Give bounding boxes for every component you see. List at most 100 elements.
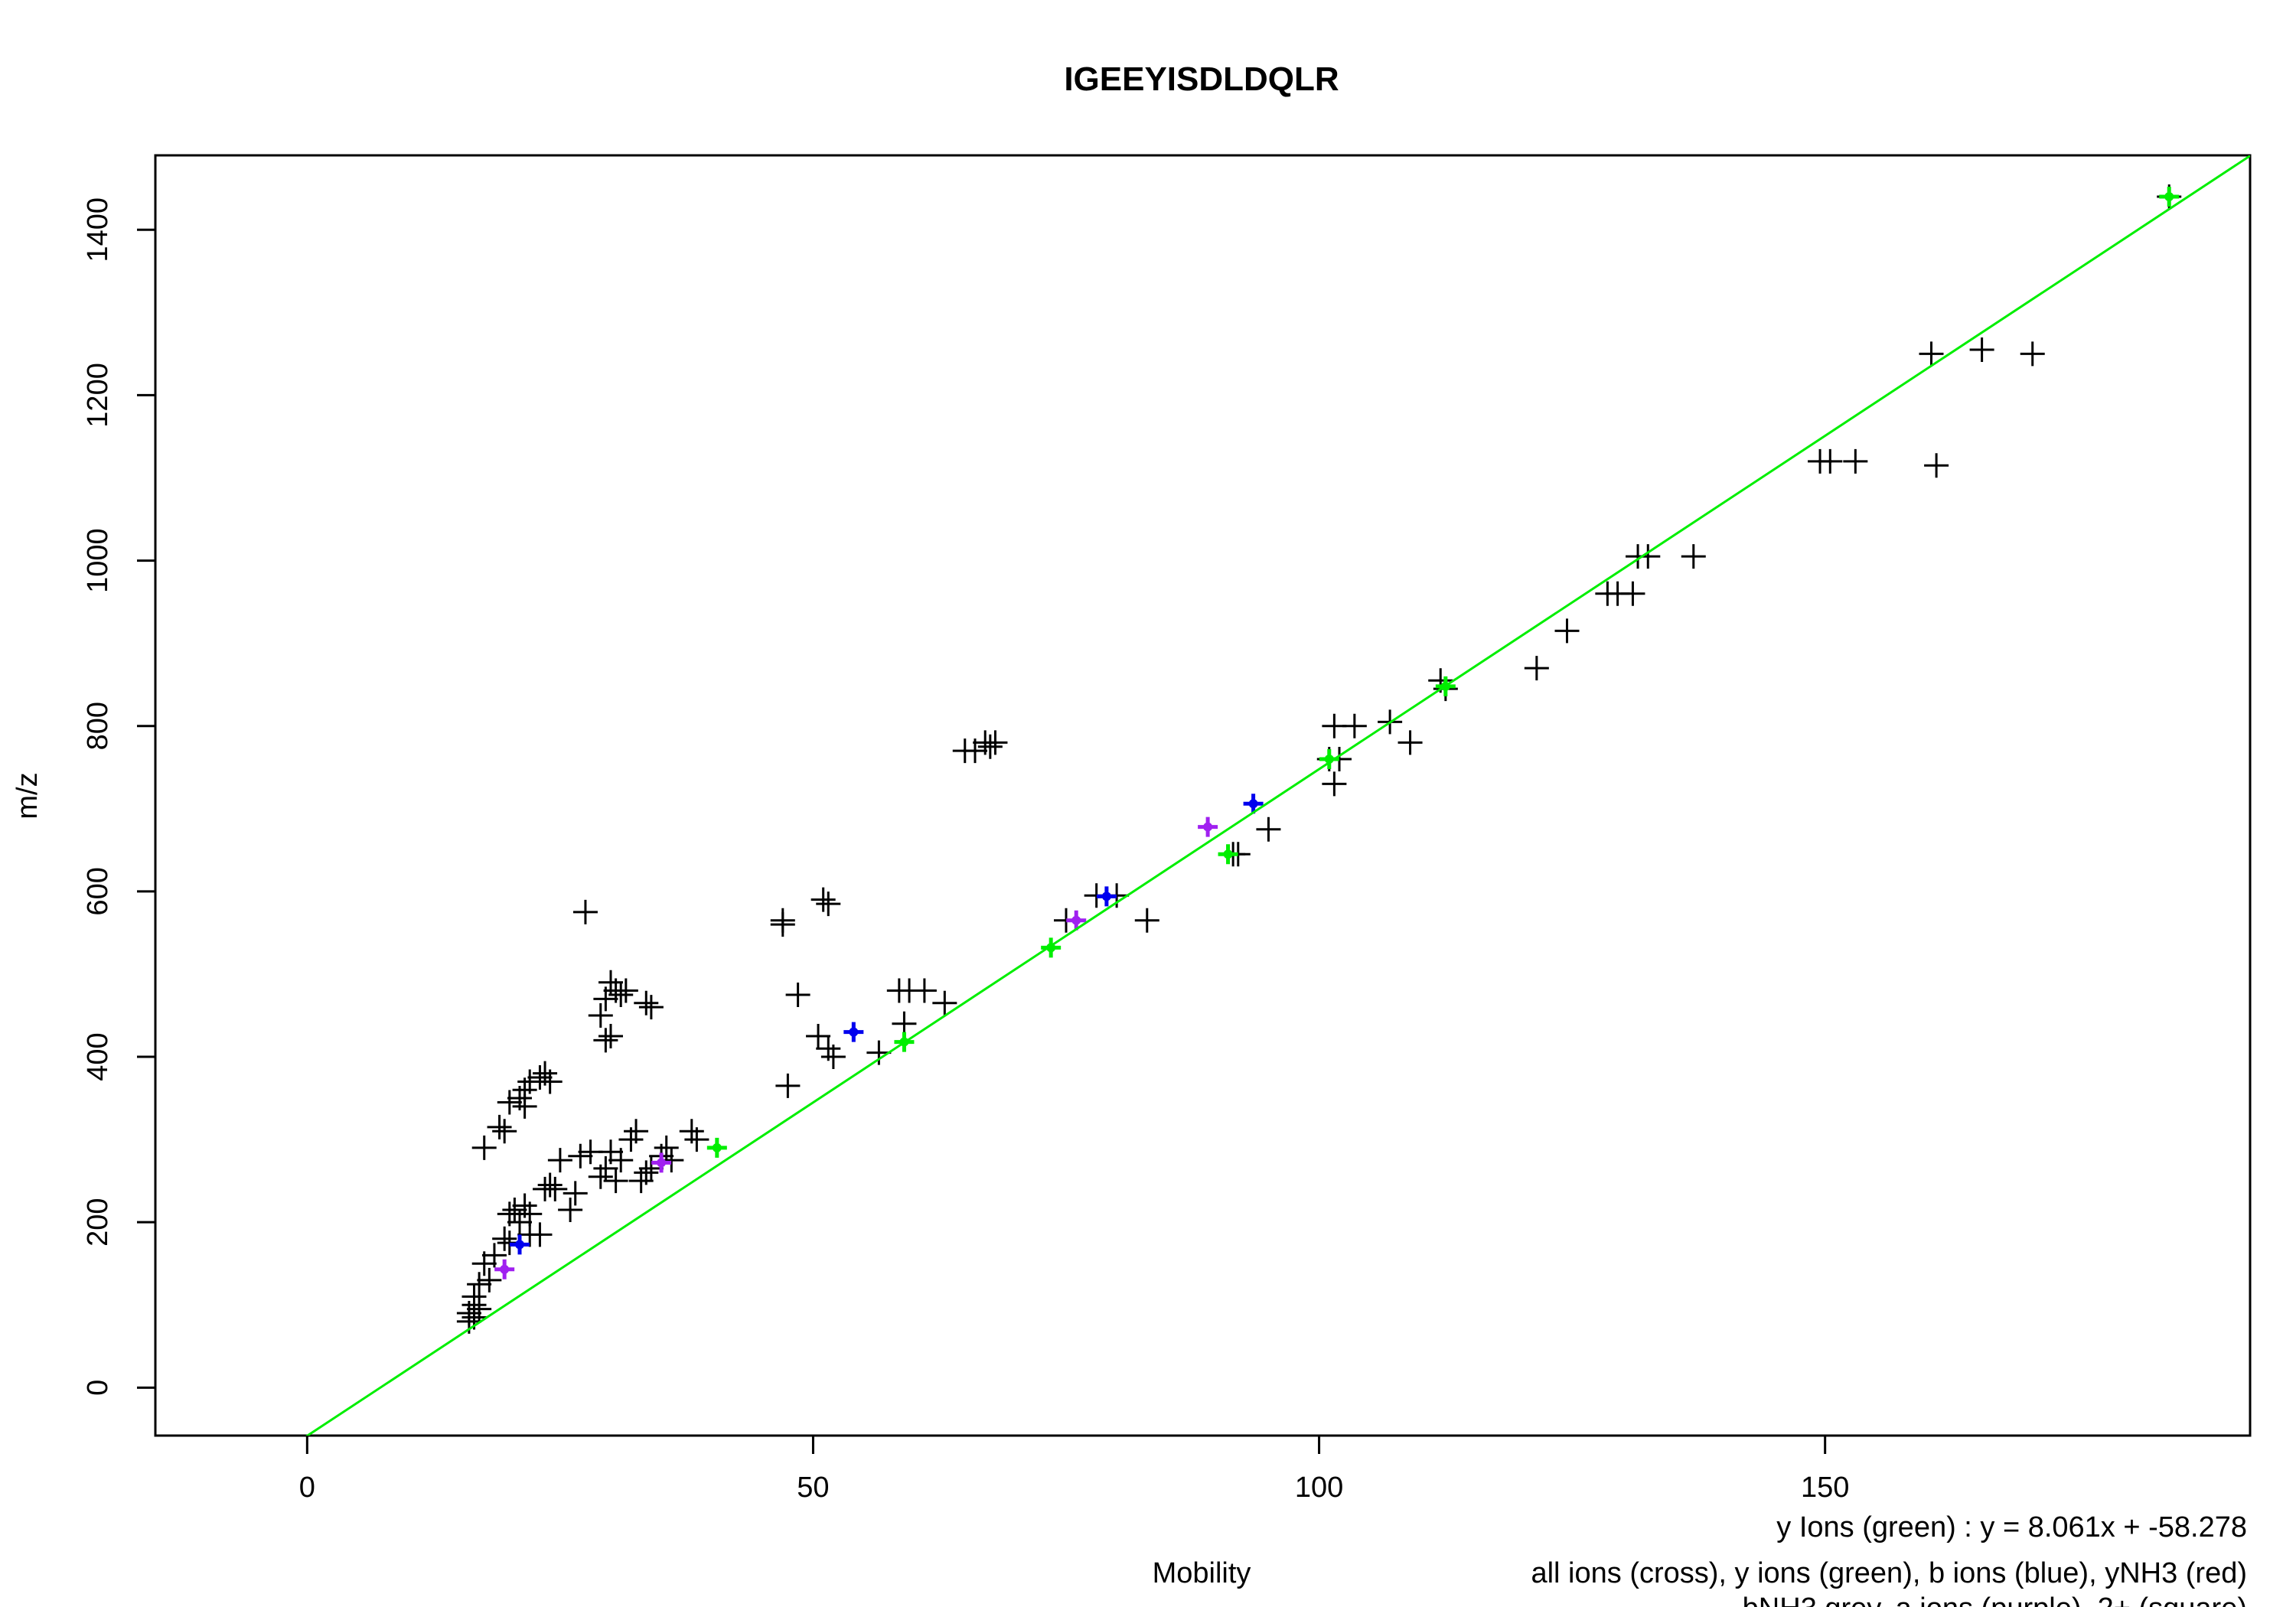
data-point [634,1160,659,1185]
data-point [481,1243,507,1268]
data-point [487,1114,512,1139]
data-point-dot-b [849,1027,859,1037]
x-tick-label: 0 [299,1472,315,1504]
data-point [492,1119,517,1144]
data-point [1681,544,1706,569]
data-point [912,978,937,1003]
series-b [510,794,1264,1255]
data-point [527,1065,553,1090]
data-point [1969,337,1994,362]
data-point [1524,656,1549,681]
fit-equation-label: y Ions (green) : y = 8.061x + -58.278 [1776,1511,2247,1543]
data-point-dot-y [1223,849,1233,859]
data-point [1818,448,1843,474]
data-point [806,1024,831,1048]
y-axis-label: m/z [11,772,44,819]
data-point [467,1296,492,1322]
x-tick-label: 100 [1295,1472,1343,1504]
data-point [1924,453,1949,478]
data-point [1919,341,1944,367]
data-point [537,1069,563,1094]
data-point [603,1169,628,1194]
data-point-dot-b [1101,892,1111,901]
data-point [558,1197,583,1222]
data-point-dot-a [657,1158,667,1168]
data-point [471,1135,497,1160]
data-point [816,892,841,917]
chart-title: IGEEYISDLDQLR [1064,60,1339,98]
data-point [477,1267,502,1292]
data-point-dot-a [500,1264,510,1274]
data-point [461,1284,487,1309]
data-point [527,1222,553,1247]
data-point [568,1143,593,1169]
data-point [932,990,957,1015]
x-axis: 0 50 100 150 [299,1436,1849,1504]
data-point [588,1002,613,1028]
legend-note-1: all ions (cross), y ions (green), b ions… [1531,1557,2247,1589]
y-tick-label: 200 [82,1198,114,1246]
data-point [624,1119,649,1144]
fit-line [305,155,2250,1436]
data-point [537,1172,563,1198]
y-tick-label: 600 [82,867,114,915]
y-tick-label: 1200 [82,363,114,428]
legend-note-2: bNH3 grey, a ions (purple), 2+ (square) [1743,1592,2247,1607]
data-point-dot-b [515,1240,524,1250]
data-point [572,899,598,924]
series-a [494,817,1218,1279]
y-tick-label: 400 [82,1032,114,1081]
data-point [1397,730,1423,755]
data-point [820,1045,846,1070]
plot-frame [154,154,2252,1437]
series-y [706,187,2180,1158]
data-point [1636,544,1661,569]
data-point [608,982,634,1007]
data-marks [456,184,2182,1334]
data-point-dot-b [1248,799,1258,809]
data-point [684,1127,709,1152]
data-point [977,734,1003,759]
y-axis: 0 200 400 600 800 1000 1200 1400 [82,197,155,1396]
data-point [547,1148,572,1173]
y-tick-label: 800 [82,702,114,750]
data-point [638,1156,664,1181]
x-tick-label: 50 [797,1472,829,1504]
y-tick-label: 0 [82,1380,114,1396]
data-point [1554,618,1580,644]
data-point [1322,771,1347,797]
data-point [892,1011,917,1036]
data-point [1620,581,1645,606]
data-point [654,1135,679,1160]
data-point [613,978,638,1003]
data-point [638,995,664,1020]
data-point [1256,817,1281,842]
data-point [810,887,836,912]
data-point [467,1272,492,1297]
data-point [1843,448,1868,474]
data-point [785,982,810,1007]
data-point [598,1024,623,1048]
x-tick-label: 150 [1801,1472,1849,1504]
data-point [517,1201,543,1227]
y-tick-label: 1000 [82,528,114,593]
data-point-dot-a [1203,822,1213,832]
data-point [770,912,795,937]
data-point [1134,908,1159,933]
data-point [1342,713,1367,738]
data-point [593,1156,618,1181]
data-point [775,1073,801,1098]
data-point [634,990,659,1015]
data-point [2020,341,2045,367]
data-point-dot-y [2164,192,2174,202]
x-axis-label: Mobility [1153,1557,1251,1589]
data-point-dot-y [712,1143,722,1152]
data-point [497,1090,522,1115]
data-point [983,730,1008,755]
data-point [593,1028,618,1053]
data-point-dot-a [1071,915,1081,925]
y-tick-label: 1400 [82,197,114,262]
series-all [456,184,2182,1334]
data-point [608,1148,634,1173]
